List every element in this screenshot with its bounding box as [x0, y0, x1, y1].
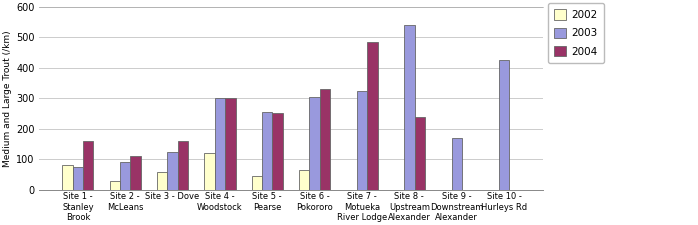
Bar [452, 138, 462, 190]
Bar [357, 91, 367, 190]
Bar [62, 165, 73, 190]
Bar [73, 167, 83, 190]
Bar [367, 43, 378, 190]
Bar [272, 113, 283, 190]
Bar [215, 98, 225, 190]
Bar [157, 172, 168, 190]
Bar [83, 142, 94, 190]
Bar [120, 162, 131, 190]
Bar [299, 170, 309, 190]
Bar [178, 142, 188, 190]
Y-axis label: Medium and Large Trout (/km): Medium and Large Trout (/km) [3, 30, 12, 166]
Bar [404, 25, 415, 190]
Bar [225, 98, 235, 190]
Legend: 2002, 2003, 2004: 2002, 2003, 2004 [548, 3, 604, 63]
Bar [499, 60, 510, 190]
Bar [309, 97, 320, 190]
Bar [131, 155, 141, 190]
Bar [252, 176, 262, 190]
Bar [168, 153, 178, 190]
Bar [110, 180, 120, 190]
Bar [205, 153, 215, 190]
Bar [415, 117, 425, 190]
Bar [262, 112, 272, 190]
Bar [320, 89, 330, 190]
